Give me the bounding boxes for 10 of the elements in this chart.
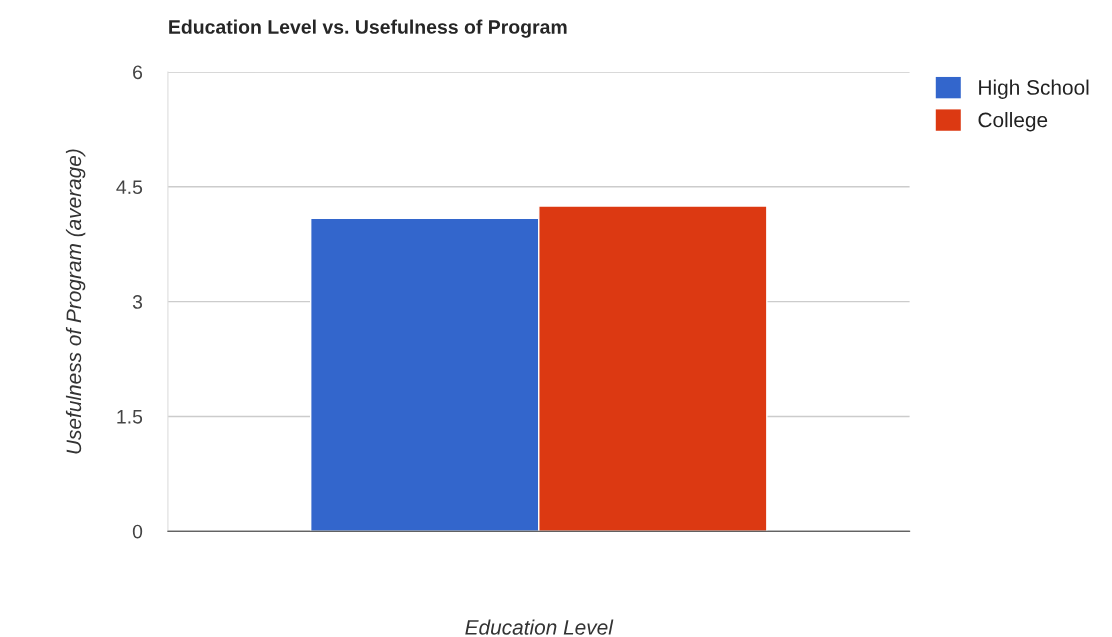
y-tick-label: 4.5	[116, 180, 143, 195]
y-tick-label: 0	[132, 524, 143, 539]
y-tick-label: 3	[132, 295, 143, 309]
y-tick-label: 6	[133, 65, 143, 80]
x-axis-title: Education Level	[465, 619, 614, 635]
legend-label: College	[978, 112, 1048, 132]
y-tick-label: 1.5	[117, 410, 143, 424]
y-axis-title: Usefulness of Program (average)	[65, 149, 86, 454]
chart-title: Education Level vs. Usefulness of Program	[169, 19, 567, 38]
legend-label: High School	[979, 79, 1089, 99]
